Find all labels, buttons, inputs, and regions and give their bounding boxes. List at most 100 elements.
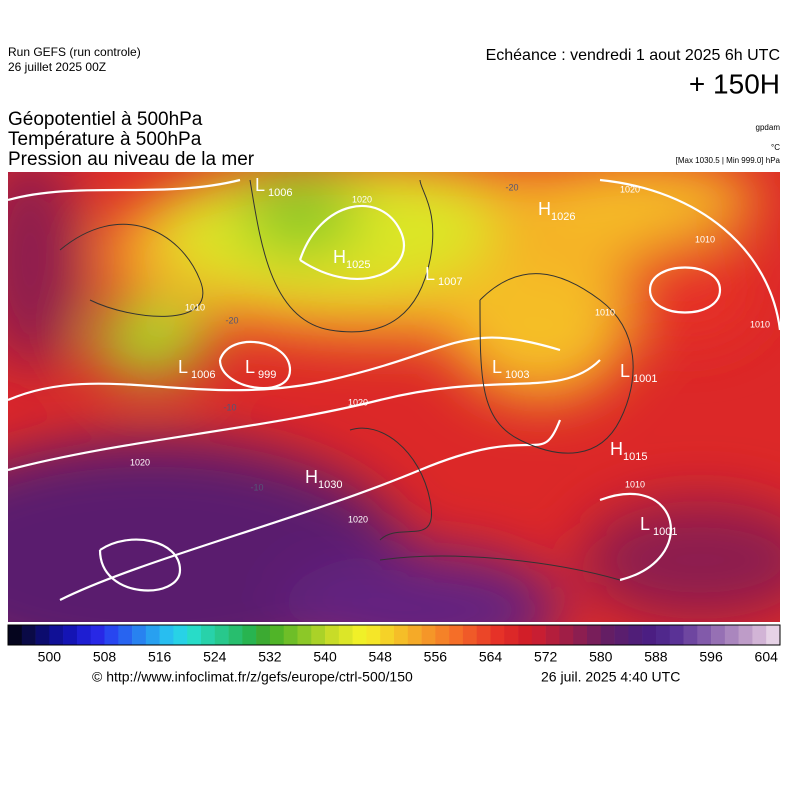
pressure-center-value: 1030 [318, 479, 342, 491]
pressure-center-value: 1025 [346, 259, 370, 271]
colorbar-swatch [159, 625, 174, 645]
lead-time: + 150H [689, 68, 780, 99]
colorbar-swatch [724, 625, 739, 645]
pressure-center-kind: L [640, 514, 650, 534]
colorbar-swatch [531, 625, 546, 645]
pressure-center-value: 1001 [633, 373, 657, 385]
unit-label: gpdam [756, 123, 781, 132]
run-date: 26 juillet 2025 00Z [8, 60, 106, 74]
colorbar-label: 588 [644, 649, 668, 665]
isobar-label: 1020 [130, 457, 150, 467]
colorbar-swatch [628, 625, 643, 645]
colorbar-swatch [104, 625, 119, 645]
colorbar-swatch [380, 625, 395, 645]
colorbar-swatch [766, 625, 781, 645]
colorbar-label: 500 [38, 649, 62, 665]
valid-time: Echéance : vendredi 1 aout 2025 6h UTC [486, 47, 780, 64]
colorbar-swatch [132, 625, 147, 645]
colorbar-swatch [421, 625, 436, 645]
isobar-label: 1020 [348, 397, 368, 407]
colorbar-swatch [214, 625, 229, 645]
created-time: 26 juil. 2025 4:40 UTC [541, 669, 680, 685]
pressure-center-value: 1001 [653, 526, 677, 538]
colorbar-label: 540 [313, 649, 337, 665]
colorbar-label: 596 [699, 649, 723, 665]
pressure-center-value: 999 [258, 369, 276, 381]
colorbar-swatch [21, 625, 36, 645]
isobar-label: 1010 [595, 307, 615, 317]
colorbar-swatch [118, 625, 133, 645]
pressure-center-kind: L [245, 357, 255, 377]
colorbar-swatch [504, 625, 519, 645]
colorbar-swatch [462, 625, 478, 645]
map [8, 172, 780, 622]
colorbar-swatch [145, 625, 160, 645]
colorbar-swatch [352, 625, 367, 645]
isobar-label: 1020 [620, 184, 640, 194]
pressure-center-kind: L [620, 361, 630, 381]
pressure-center-kind: H [610, 439, 623, 459]
pressure-center-kind: H [305, 467, 318, 487]
colorbar-swatch [435, 625, 450, 645]
isobar-label: 1010 [625, 479, 645, 489]
colorbar-frame [7, 624, 781, 646]
colorbar-swatch [173, 625, 188, 645]
colorbar-swatch [201, 625, 216, 645]
colorbar-swatch [600, 625, 615, 645]
isobar-label: 1020 [352, 194, 372, 204]
unit-label: [Max 1030.5 | Min 999.0] hPa [676, 156, 781, 165]
colorbar-swatch [642, 625, 657, 645]
temperature-label: -10 [250, 482, 263, 492]
title-line: Pression au niveau de la mer [8, 149, 255, 170]
colorbar-swatch [614, 625, 629, 645]
colorbar-swatch [449, 625, 464, 645]
colorbar-swatch [366, 625, 381, 645]
colorbar-swatch [325, 625, 340, 645]
colorbar-swatch [476, 625, 491, 645]
colorbar-label: 532 [258, 649, 282, 665]
pressure-center-kind: L [492, 357, 502, 377]
colorbar-swatch [311, 625, 326, 645]
pressure-center-value: 1026 [551, 211, 575, 223]
colorbar-label: 580 [589, 649, 613, 665]
colorbar-label: 604 [755, 649, 779, 665]
colorbar-swatch [559, 625, 574, 645]
title-line: Température à 500hPa [8, 129, 202, 150]
temperature-label: -20 [225, 315, 238, 325]
colorbar-swatch [669, 625, 684, 645]
colorbar-swatch [573, 625, 588, 645]
colorbar-swatch [407, 625, 422, 645]
isobar-label: 1010 [695, 234, 715, 244]
colorbar: 500 508 516 524 532 540 548 556 564 572 580 588 596 6… [7, 624, 781, 665]
colorbar-label: 508 [93, 649, 117, 665]
colorbar-swatch [655, 625, 671, 645]
colorbar-swatch [297, 625, 312, 645]
colorbar-swatch [35, 625, 50, 645]
pressure-center-value: 1006 [191, 369, 215, 381]
pressure-center-kind: H [333, 247, 346, 267]
colorbar-swatch [228, 625, 243, 645]
colorbar-swatch [545, 625, 560, 645]
colorbar-swatch [90, 625, 105, 645]
colorbar-label: 548 [369, 649, 393, 665]
pressure-center-kind: L [255, 175, 265, 195]
pressure-center-kind: L [178, 357, 188, 377]
colorbar-swatch [242, 625, 257, 645]
run-label: Run GEFS (run controle) [8, 45, 141, 59]
temperature-label: -20 [505, 182, 518, 192]
colorbar-swatch [697, 625, 712, 645]
colorbar-label: 516 [148, 649, 172, 665]
colorbar-label: 556 [424, 649, 448, 665]
pressure-center-value: 1006 [268, 187, 292, 199]
colorbar-swatch [683, 625, 698, 645]
colorbar-swatch [63, 625, 78, 645]
colorbar-label: 564 [479, 649, 503, 665]
colorbar-swatch [256, 625, 271, 645]
colorbar-swatch [187, 625, 202, 645]
colorbar-swatch [338, 625, 353, 645]
pressure-center-value: 1015 [623, 451, 647, 463]
colorbar-swatch [269, 625, 285, 645]
colorbar-swatch [76, 625, 92, 645]
colorbar-swatch [738, 625, 753, 645]
